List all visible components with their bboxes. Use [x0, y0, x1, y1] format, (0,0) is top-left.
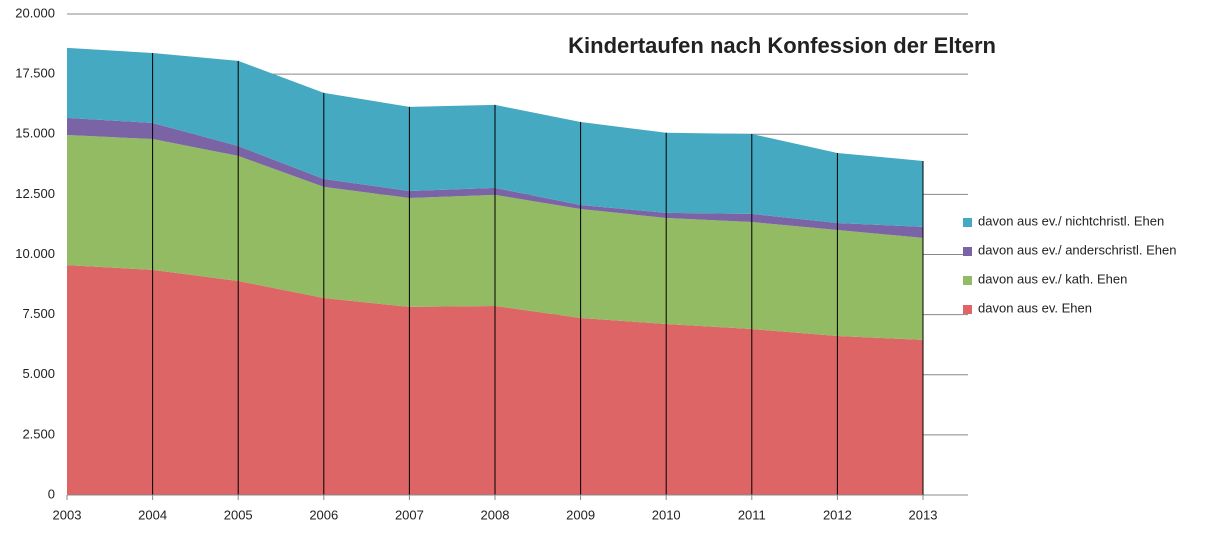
legend-swatch [963, 218, 972, 227]
legend-label: davon aus ev./ kath. Ehen [978, 271, 1127, 286]
x-tick-label: 2005 [224, 507, 253, 522]
y-tick-label: 15.000 [15, 126, 55, 141]
legend-swatch [963, 276, 972, 285]
y-tick-label: 7.500 [22, 306, 55, 321]
y-tick-label: 20.000 [15, 5, 55, 20]
y-tick-label: 10.000 [15, 246, 55, 261]
y-tick-label: 5.000 [22, 366, 55, 381]
x-tick-label: 2004 [138, 507, 167, 522]
chart-title: Kindertaufen nach Konfession der Eltern [568, 33, 996, 58]
x-tick-label: 2008 [481, 507, 510, 522]
y-tick-label: 12.500 [15, 186, 55, 201]
legend-label: davon aus ev./ anderschristl. Ehen [978, 242, 1177, 257]
x-tick-label: 2006 [309, 507, 338, 522]
y-tick-label: 17.500 [15, 66, 55, 81]
legend-swatch [963, 305, 972, 314]
x-tick-label: 2011 [738, 507, 766, 522]
x-tick-label: 2003 [53, 507, 82, 522]
legend-swatch [963, 247, 972, 256]
x-tick-label: 2010 [652, 507, 681, 522]
legend-label: davon aus ev. Ehen [978, 300, 1092, 315]
x-tick-label: 2009 [566, 507, 595, 522]
legend-label: davon aus ev./ nichtchristl. Ehen [978, 213, 1164, 228]
x-tick-label: 2013 [909, 507, 938, 522]
y-tick-label: 2.500 [22, 426, 55, 441]
x-tick-label: 2007 [395, 507, 424, 522]
y-tick-label: 0 [48, 486, 55, 501]
x-tick-label: 2012 [823, 507, 852, 522]
